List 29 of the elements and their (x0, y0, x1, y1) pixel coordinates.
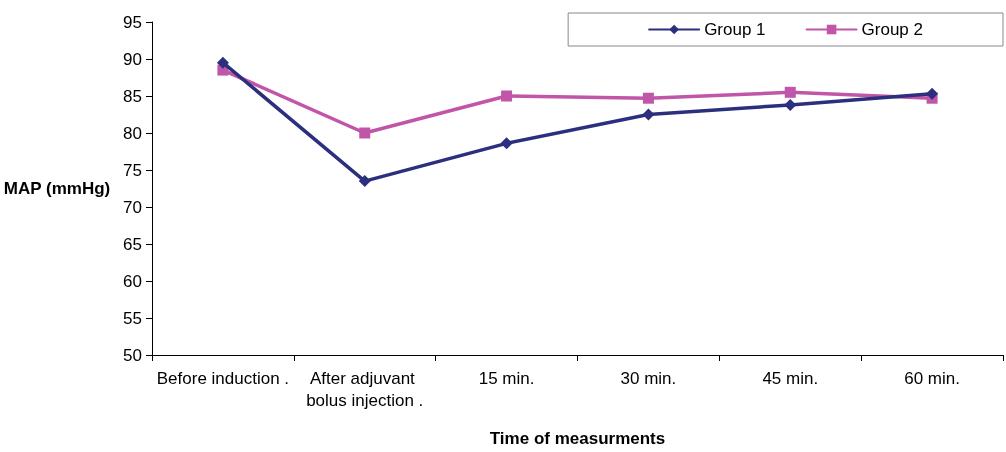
x-tick-label: Before induction . (156, 368, 290, 388)
point (216, 56, 229, 69)
point (642, 108, 655, 121)
point (359, 127, 371, 139)
legend-label: Group 2 (861, 20, 924, 39)
y-tick-label: 65 (123, 234, 142, 254)
x-tick-label: After adjuvant bolus injection . (306, 368, 424, 410)
y-tick-label: 50 (123, 345, 142, 365)
point (500, 137, 513, 150)
point (501, 90, 513, 102)
legend-label: Group 1 (704, 20, 766, 39)
x-tick-label: 45 min. (762, 368, 819, 388)
y-tick-label: 75 (123, 160, 142, 180)
x-tick-label: 30 min. (620, 368, 677, 388)
point (926, 87, 939, 100)
x-axis-title: Time of measurments (489, 429, 666, 448)
y-tick-label: 55 (123, 308, 142, 328)
y-axis-title: MAP (mmHg) (3, 179, 111, 198)
x-tick-label: 60 min. (904, 368, 960, 388)
x-tick-label: 15 min. (478, 368, 535, 388)
point (642, 92, 654, 104)
y-tick-label: 85 (123, 86, 142, 106)
point (358, 175, 371, 188)
y-tick-label: 95 (123, 12, 142, 32)
point (784, 86, 796, 98)
y-tick-label: 80 (123, 123, 142, 143)
y-tick-label: 60 (123, 271, 142, 291)
y-tick-label: 70 (123, 197, 142, 217)
y-tick-label: 90 (123, 49, 142, 69)
